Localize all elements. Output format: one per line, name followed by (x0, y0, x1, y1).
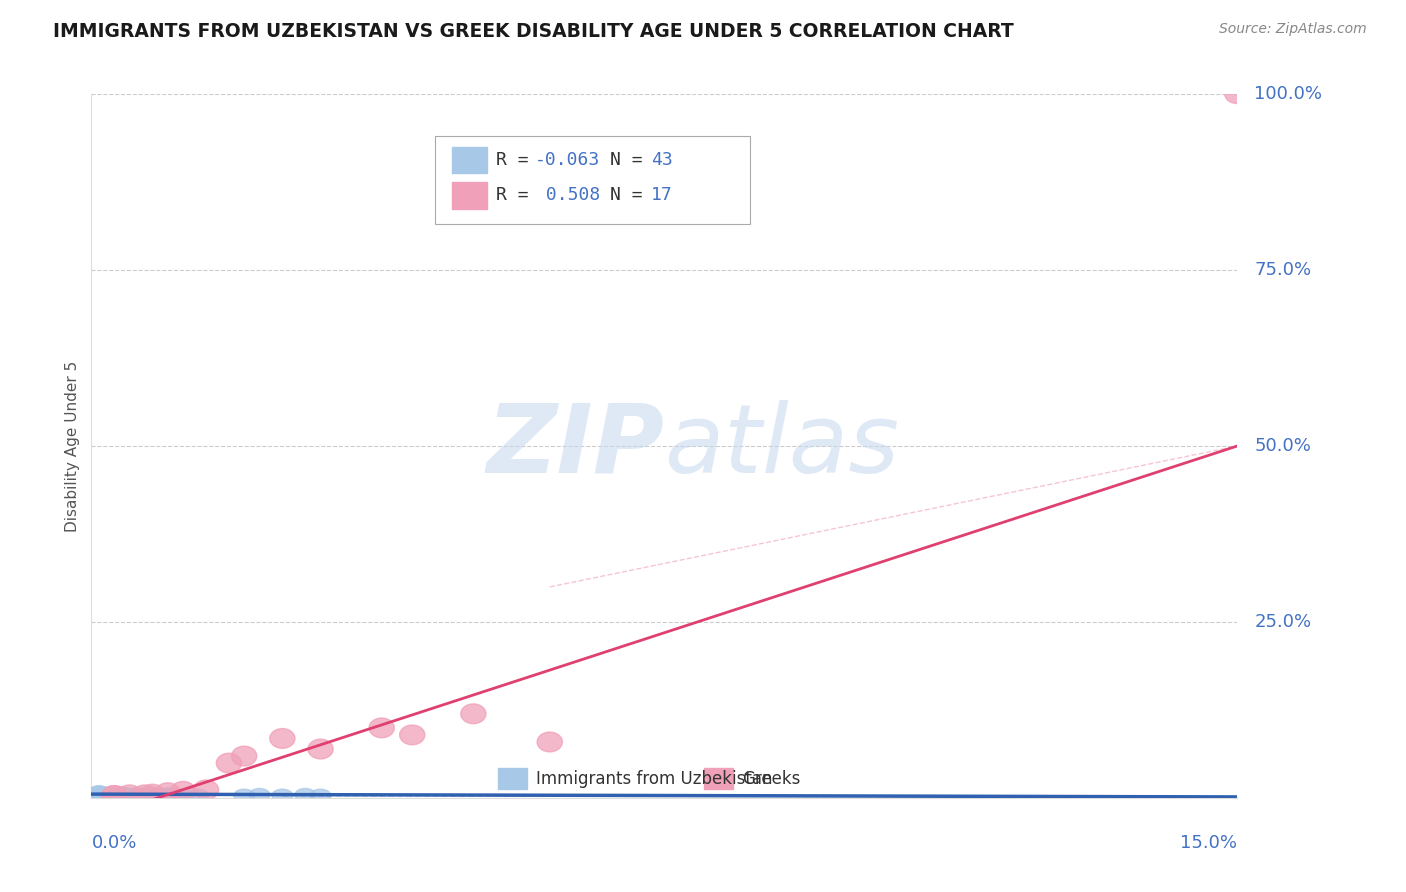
Text: -0.063: -0.063 (534, 151, 600, 169)
Ellipse shape (111, 788, 132, 800)
Ellipse shape (141, 784, 165, 804)
Text: 0.508: 0.508 (534, 186, 600, 204)
Ellipse shape (399, 725, 425, 745)
Ellipse shape (150, 789, 170, 802)
Ellipse shape (120, 789, 141, 801)
Ellipse shape (104, 789, 125, 801)
Ellipse shape (89, 786, 110, 798)
Ellipse shape (1225, 84, 1250, 103)
Ellipse shape (111, 789, 132, 802)
Ellipse shape (117, 785, 142, 805)
Text: 25.0%: 25.0% (1254, 613, 1312, 632)
Ellipse shape (157, 789, 179, 801)
Bar (453, 146, 486, 173)
Ellipse shape (173, 789, 194, 802)
Ellipse shape (111, 787, 132, 800)
Ellipse shape (120, 789, 141, 802)
Ellipse shape (104, 789, 125, 801)
Ellipse shape (120, 789, 141, 802)
Ellipse shape (127, 789, 148, 802)
Text: R =: R = (496, 151, 540, 169)
Ellipse shape (370, 718, 394, 738)
Y-axis label: Disability Age Under 5: Disability Age Under 5 (65, 360, 80, 532)
Text: IMMIGRANTS FROM UZBEKISTAN VS GREEK DISABILITY AGE UNDER 5 CORRELATION CHART: IMMIGRANTS FROM UZBEKISTAN VS GREEK DISA… (53, 22, 1014, 41)
Text: N =: N = (610, 186, 654, 204)
Ellipse shape (157, 788, 179, 800)
Ellipse shape (142, 788, 163, 800)
Ellipse shape (311, 789, 330, 802)
Ellipse shape (188, 789, 208, 802)
Ellipse shape (461, 704, 486, 723)
Ellipse shape (194, 780, 218, 800)
Ellipse shape (270, 729, 295, 748)
Ellipse shape (217, 753, 242, 773)
Ellipse shape (135, 790, 155, 803)
Text: 75.0%: 75.0% (1254, 260, 1312, 279)
Text: 15.0%: 15.0% (1180, 833, 1237, 852)
Bar (498, 768, 527, 789)
Text: 0.0%: 0.0% (91, 833, 136, 852)
Text: R =: R = (496, 186, 540, 204)
Text: atlas: atlas (664, 400, 900, 492)
Ellipse shape (180, 788, 201, 800)
Text: 50.0%: 50.0% (1254, 437, 1312, 455)
Ellipse shape (135, 789, 155, 801)
Bar (453, 182, 486, 209)
Ellipse shape (537, 732, 562, 752)
Ellipse shape (111, 787, 132, 800)
Ellipse shape (165, 789, 186, 801)
Text: Immigrants from Uzbekistan: Immigrants from Uzbekistan (536, 770, 772, 788)
Text: ZIP: ZIP (486, 400, 664, 492)
Ellipse shape (97, 788, 117, 800)
Ellipse shape (132, 785, 157, 805)
Ellipse shape (150, 789, 170, 802)
Ellipse shape (308, 739, 333, 759)
Ellipse shape (104, 789, 125, 802)
Bar (704, 768, 733, 789)
FancyBboxPatch shape (434, 136, 751, 224)
Text: 17: 17 (651, 186, 672, 204)
Text: Greeks: Greeks (742, 770, 800, 788)
Ellipse shape (120, 790, 141, 803)
Ellipse shape (142, 787, 163, 800)
Ellipse shape (97, 789, 117, 802)
Ellipse shape (157, 790, 179, 803)
Text: 100.0%: 100.0% (1254, 85, 1323, 103)
Ellipse shape (170, 781, 195, 801)
Ellipse shape (295, 789, 315, 801)
Ellipse shape (127, 788, 148, 800)
Ellipse shape (89, 787, 110, 800)
Text: N =: N = (610, 151, 654, 169)
Ellipse shape (155, 783, 180, 803)
Ellipse shape (101, 786, 127, 805)
Ellipse shape (135, 789, 155, 801)
Ellipse shape (104, 790, 125, 803)
Ellipse shape (127, 788, 148, 800)
Ellipse shape (233, 789, 254, 802)
Ellipse shape (271, 789, 292, 802)
Ellipse shape (101, 786, 127, 805)
Text: 43: 43 (651, 151, 672, 169)
Ellipse shape (89, 787, 110, 799)
Text: Source: ZipAtlas.com: Source: ZipAtlas.com (1219, 22, 1367, 37)
Ellipse shape (97, 789, 117, 801)
Ellipse shape (142, 789, 163, 801)
Ellipse shape (97, 787, 117, 800)
Ellipse shape (104, 788, 125, 800)
Ellipse shape (249, 789, 270, 801)
Ellipse shape (232, 747, 257, 766)
